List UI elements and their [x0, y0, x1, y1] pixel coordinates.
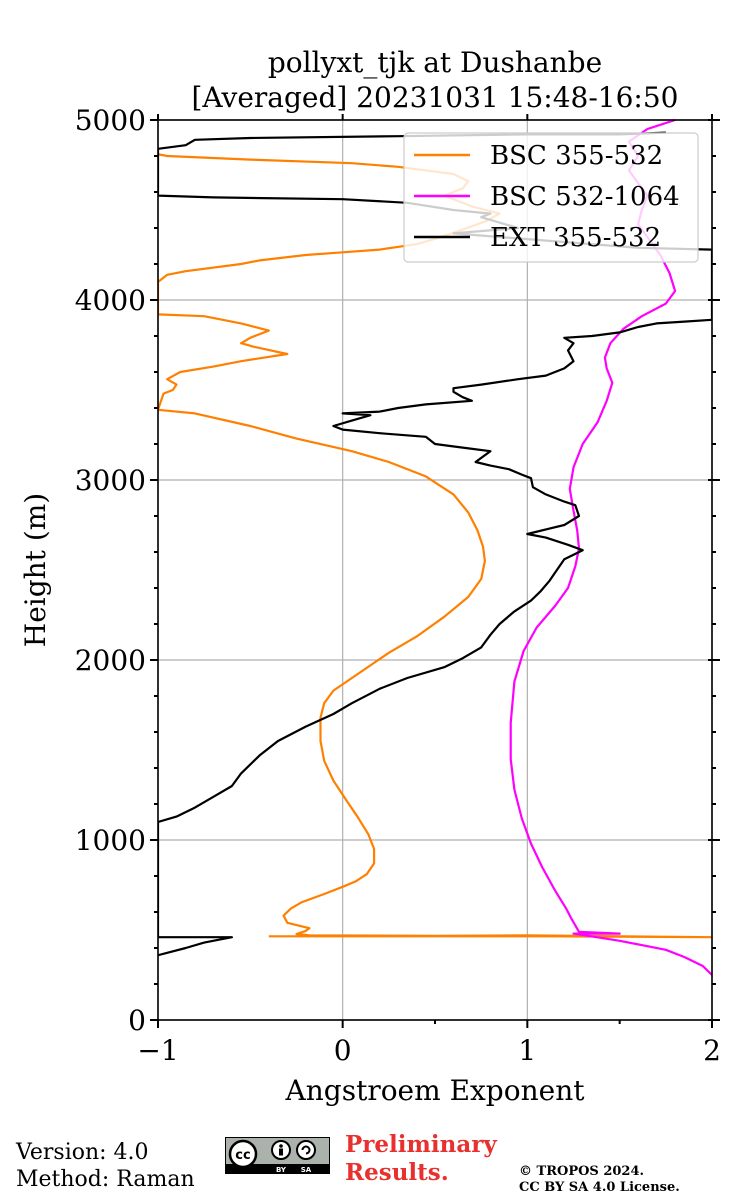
y-tick-label: 2000	[75, 644, 146, 677]
cc-by-sa-badge: cc BY SA	[225, 1137, 330, 1174]
svg-text:cc: cc	[235, 1148, 250, 1163]
copyright-text: © TROPOS 2024.	[519, 1164, 645, 1179]
series-line-bsc-355-532	[158, 153, 712, 939]
legend-label-bsc-355-532: BSC 355-532	[490, 141, 663, 171]
version-text: Version: 4.0	[16, 1140, 149, 1165]
chart-subtitle: [Averaged] 20231031 15:48-16:50	[192, 81, 679, 114]
preliminary-text: Preliminary	[345, 1131, 497, 1158]
y-tick-label: 0	[128, 1004, 146, 1037]
legend-label-bsc-532-1064: BSC 532-1064	[490, 182, 680, 212]
y-tick-label: 1000	[75, 824, 146, 857]
x-axis-label: Angstroem Exponent	[285, 1074, 586, 1107]
legend-box	[403, 132, 699, 263]
cc-icon	[228, 1139, 258, 1169]
by-text: BY	[276, 1166, 287, 1174]
chart-title: pollyxt_tjk at Dushanbe	[268, 46, 602, 79]
sa-text: SA	[301, 1166, 312, 1174]
y-tick-label: 5000	[75, 104, 146, 137]
y-tick-label: 3000	[75, 464, 146, 497]
method-text: Method: Raman	[16, 1167, 195, 1192]
share-alike-icon	[296, 1140, 316, 1160]
legend-label-ext-355-532: EXT 355-532	[490, 223, 661, 253]
legend: BSC 355-532 BSC 532-1064 EXT 355-532	[403, 132, 699, 263]
y-tick-label: 4000	[75, 284, 146, 317]
x-tick-label: 1	[518, 1034, 536, 1067]
x-tick-label: 0	[334, 1034, 352, 1067]
results-text: Results.	[345, 1159, 449, 1186]
x-tick-label: 2	[703, 1034, 721, 1067]
x-tick-label: −1	[137, 1034, 178, 1067]
y-axis-label: Height (m)	[19, 493, 52, 647]
license-text: CC BY SA 4.0 License.	[519, 1180, 680, 1195]
